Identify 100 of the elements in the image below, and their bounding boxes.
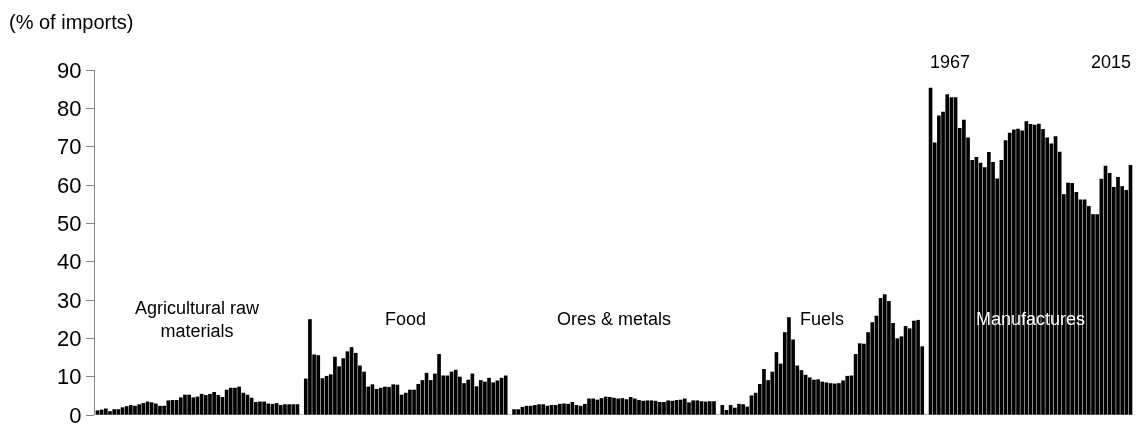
bar (616, 398, 620, 415)
bar (1116, 176, 1120, 415)
bar (233, 387, 237, 415)
bar (253, 401, 258, 415)
bar (662, 401, 666, 415)
y-tick-label: 50 (57, 211, 82, 237)
bar (178, 397, 183, 415)
annotation: 1967 (930, 52, 971, 72)
bar (641, 400, 645, 415)
bar (483, 381, 487, 415)
annotation: Food (385, 309, 427, 329)
bar (387, 387, 391, 415)
bar (403, 392, 408, 415)
bar (637, 400, 641, 415)
bar (333, 356, 337, 415)
y-tick-label: 40 (57, 249, 82, 275)
bar (183, 394, 187, 415)
bar (287, 404, 291, 415)
bar (562, 403, 566, 415)
bar (478, 380, 483, 415)
bar (787, 317, 791, 415)
bar (945, 94, 950, 415)
bar (541, 404, 546, 415)
bar (691, 400, 695, 415)
bar (128, 405, 133, 415)
y-tick-label: 20 (57, 326, 82, 352)
bar (737, 403, 741, 415)
bar (566, 403, 571, 415)
bar (707, 401, 712, 415)
bar (212, 392, 216, 415)
bar (216, 395, 221, 415)
bar (158, 405, 162, 415)
bar (587, 398, 591, 415)
annotation: Fuels (800, 309, 845, 329)
bar (203, 395, 208, 415)
bar (516, 409, 521, 415)
bar (512, 409, 516, 415)
bar (141, 403, 146, 415)
annotation: Ores & metals (557, 309, 672, 329)
bar (845, 375, 850, 415)
bar (962, 119, 966, 415)
bar (278, 405, 283, 415)
bar (537, 404, 541, 415)
bar (503, 375, 508, 415)
bar (857, 343, 862, 415)
bar (603, 396, 608, 415)
bar (437, 354, 441, 415)
bar (632, 398, 637, 415)
bar (591, 398, 596, 415)
bar (741, 404, 745, 415)
bar (228, 387, 233, 415)
bar (762, 369, 766, 415)
bar (137, 404, 141, 415)
bar (837, 383, 841, 415)
bar (166, 400, 171, 415)
bar (937, 115, 941, 415)
bar (583, 403, 587, 415)
bar (191, 397, 196, 415)
bar (258, 401, 262, 415)
bar (408, 389, 412, 415)
bar (612, 397, 616, 415)
bar (283, 404, 287, 415)
y-tick-label: 0 (69, 402, 82, 428)
bar (687, 402, 691, 415)
bar (912, 320, 916, 415)
bar (670, 400, 675, 415)
bar (645, 400, 650, 415)
bar (187, 394, 191, 415)
bar (841, 380, 845, 415)
bar (237, 386, 241, 415)
bar (383, 386, 387, 415)
bar (453, 369, 458, 415)
y-tick-label: 70 (57, 134, 82, 160)
bar (491, 382, 496, 415)
annotation: Agricultural raw materials (135, 298, 261, 342)
bar (208, 393, 212, 415)
bar (608, 396, 612, 415)
bar (695, 400, 700, 415)
annotation: 2015 (1091, 52, 1132, 72)
bar (266, 403, 271, 415)
bar (807, 377, 812, 415)
bar (262, 401, 266, 415)
bar (832, 383, 837, 415)
bar (916, 319, 920, 415)
bar (308, 319, 312, 415)
y-tick-label: 30 (57, 287, 82, 313)
bar (578, 405, 583, 415)
bar (116, 409, 121, 415)
bar (528, 405, 533, 415)
bar (816, 379, 820, 415)
y-tick-label: 10 (57, 364, 82, 390)
bar (882, 294, 887, 415)
bar (666, 400, 670, 415)
y-tick-label: 60 (57, 172, 82, 198)
bar (133, 405, 137, 415)
bar (153, 403, 158, 415)
bar (553, 405, 558, 415)
bar (657, 401, 662, 415)
bar (291, 404, 296, 415)
bar (533, 405, 537, 415)
